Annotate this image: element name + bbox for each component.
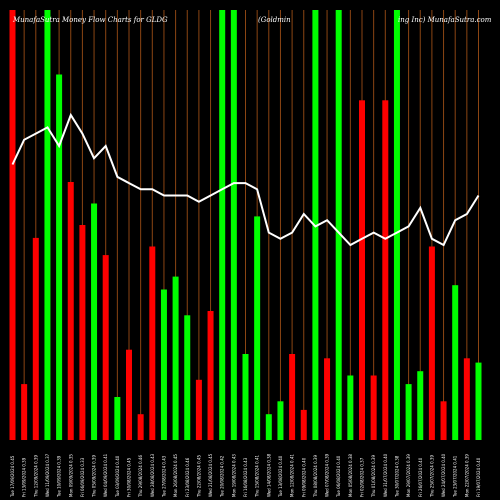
money-flow-bar xyxy=(32,237,39,440)
money-flow-bar xyxy=(428,246,435,440)
money-flow-bar xyxy=(219,10,226,440)
money-flow-bar xyxy=(324,358,331,440)
money-flow-bar xyxy=(359,100,365,441)
x-tick-label: Fri 23/08/2024 0.46 xyxy=(185,457,190,497)
money-flow-bar xyxy=(452,285,459,440)
money-flow-bar xyxy=(405,384,412,440)
money-flow-bar xyxy=(417,371,424,440)
x-tick-label: Mon 09/09/2024 0.35 xyxy=(68,454,73,497)
money-flow-bar xyxy=(195,379,202,440)
money-flow-bar xyxy=(79,225,86,440)
x-tick-label: Wed 21/08/2024 0.45 xyxy=(208,453,213,497)
x-tick-label: Wed 11/09/2024 0.37 xyxy=(45,453,50,497)
x-tick-label: Thu 22/08/2024 0.45 xyxy=(196,455,201,498)
money-flow-bar xyxy=(137,414,144,440)
x-tick-label: Mon 19/08/2024 0.43 xyxy=(231,454,236,497)
x-tick-label: Thu 25/07/2024 0.39 xyxy=(429,455,434,498)
x-tick-label: Thu 29/08/2024 0.46 xyxy=(138,455,143,498)
x-tick-label: Thu 15/08/2024 0.41 xyxy=(255,455,260,498)
x-tick-label: Fri 13/09/2024 0.39 xyxy=(22,457,27,497)
x-tick-label: Tue 13/08/2024 0.40 xyxy=(278,455,283,498)
x-tick-label: Fri 06/09/2024 0.33 xyxy=(80,457,85,497)
money-flow-bar xyxy=(172,276,179,440)
money-flow-bar xyxy=(102,255,109,440)
x-tick-label: Tue 17/09/2024 0.45 xyxy=(10,455,15,498)
money-flow-bar xyxy=(265,414,272,440)
money-flow-bar xyxy=(56,74,63,440)
x-tick-label: Wed 24/07/2024 0.40 xyxy=(441,453,446,497)
money-flow-bar xyxy=(207,311,214,440)
money-flow-bar xyxy=(393,10,400,440)
money-flow-bar xyxy=(149,246,156,440)
x-tick-label: Wed 28/08/2024 0.43 xyxy=(150,453,155,497)
money-flow-bar xyxy=(440,401,447,440)
money-flow-bar xyxy=(370,375,377,440)
money-flow-bar xyxy=(463,358,470,440)
x-tick-label: Mon 29/07/2024 0.39 xyxy=(406,454,411,497)
chart-title-right: ing Inc) MunafaSutra.com xyxy=(398,16,492,24)
money-flow-bar xyxy=(21,384,28,440)
money-flow-bar xyxy=(184,315,191,440)
x-tick-label: Mon 22/07/2024 0.39 xyxy=(464,454,469,497)
x-tick-label: Wed 07/08/2024 0.39 xyxy=(325,453,330,497)
x-tick-label: Fri 16/08/2024 0.43 xyxy=(243,457,248,497)
x-tick-label: Thu 12/09/2024 0.39 xyxy=(33,455,38,498)
x-tick-label: Fri 26/07/2024 0.40 xyxy=(418,457,423,497)
x-tick-label: Thu 05/09/2024 0.39 xyxy=(92,455,97,498)
money-flow-bar xyxy=(91,203,98,440)
x-tick-label: Thu 01/08/2024 0.39 xyxy=(371,455,376,498)
x-tick-label: Tue 03/09/2024 0.40 xyxy=(115,455,120,498)
money-flow-bar xyxy=(67,182,74,440)
money-flow-bar xyxy=(382,100,389,441)
chart-title-middle: (Goldmin xyxy=(258,16,291,24)
money-flow-bar xyxy=(347,375,354,440)
money-flow-bar xyxy=(300,409,307,440)
money-flow-bar xyxy=(114,397,121,440)
money-flow-bar xyxy=(254,216,261,440)
x-tick-label: Thu 08/08/2024 0.39 xyxy=(313,455,318,498)
x-tick-label: Mon 12/08/2024 0.41 xyxy=(290,454,295,497)
x-tick-label: Tue 27/08/2024 0.43 xyxy=(161,455,166,498)
money-flow-bar xyxy=(44,10,51,440)
x-tick-label: Fri 30/08/2024 0.45 xyxy=(127,457,132,497)
x-tick-label: Fri 19/07/2024 0.40 xyxy=(476,457,481,497)
money-flow-bar xyxy=(126,349,132,440)
money-flow-bar xyxy=(335,10,342,440)
x-tick-label: Fri 02/08/2024 0.37 xyxy=(360,457,365,497)
x-tick-label: Fri 09/08/2024 0.40 xyxy=(301,457,306,497)
x-tick-label: Tue 23/07/2024 0.41 xyxy=(453,455,458,498)
x-tick-label: Wed 31/07/2024 0.40 xyxy=(383,453,388,497)
x-tick-label: Wed 14/08/2024 0.38 xyxy=(266,453,271,497)
price-line xyxy=(11,112,480,247)
x-tick-label: Tue 10/09/2024 0.39 xyxy=(57,455,62,498)
money-flow-bar xyxy=(230,10,237,440)
money-flow-bar xyxy=(277,401,284,440)
money-flow-bars xyxy=(9,10,482,441)
money-flow-bar xyxy=(475,362,482,440)
money-flow-bar xyxy=(289,354,296,440)
x-tick-label: Wed 04/09/2024 0.41 xyxy=(103,453,108,497)
x-tick-label: Tue 30/07/2024 0.38 xyxy=(394,455,399,498)
chart-title-left: MunafaSutra Money Flow Charts for GLDG xyxy=(12,16,168,24)
x-tick-label: Mon 26/08/2024 0.45 xyxy=(173,454,178,497)
x-tick-label: Mon 05/08/2024 0.38 xyxy=(348,454,353,497)
x-tick-labels: Tue 17/09/2024 0.45 Fri 13/09/2024 0.39 Th… xyxy=(10,453,481,498)
x-tick-label: Tue 20/08/2024 0.42 xyxy=(220,455,225,498)
money-flow-bar xyxy=(160,289,167,440)
x-tick-label: Tue 06/08/2024 0.40 xyxy=(336,455,341,498)
money-flow-bar xyxy=(9,10,16,440)
money-flow-bar xyxy=(242,354,249,440)
